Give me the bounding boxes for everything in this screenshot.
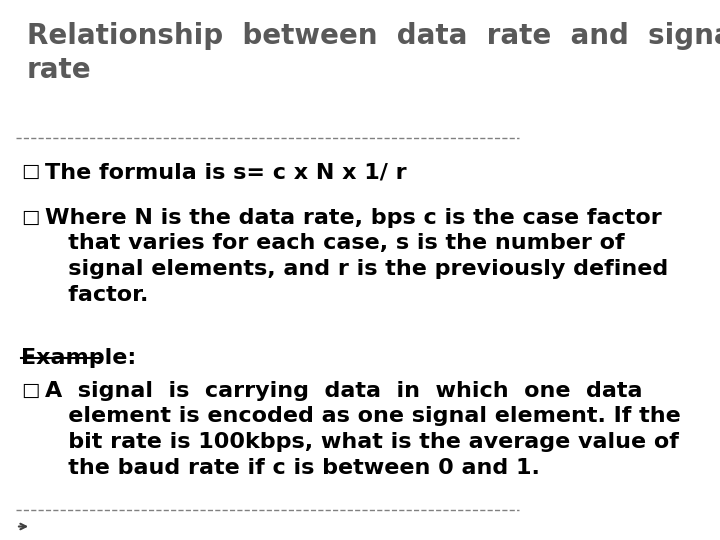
Text: □: □ (22, 381, 40, 400)
Text: Relationship  between  data  rate  and  signal
rate: Relationship between data rate and signa… (27, 22, 720, 84)
Text: The formula is s= c x N x 1/ r: The formula is s= c x N x 1/ r (45, 162, 407, 182)
Text: Example:: Example: (22, 348, 137, 368)
Text: A  signal  is  carrying  data  in  which  one  data
   element is encoded as one: A signal is carrying data in which one d… (45, 381, 681, 477)
Text: Where N is the data rate, bps c is the case factor
   that varies for each case,: Where N is the data rate, bps c is the c… (45, 208, 669, 305)
Text: □: □ (22, 208, 40, 227)
Text: □: □ (22, 162, 40, 181)
